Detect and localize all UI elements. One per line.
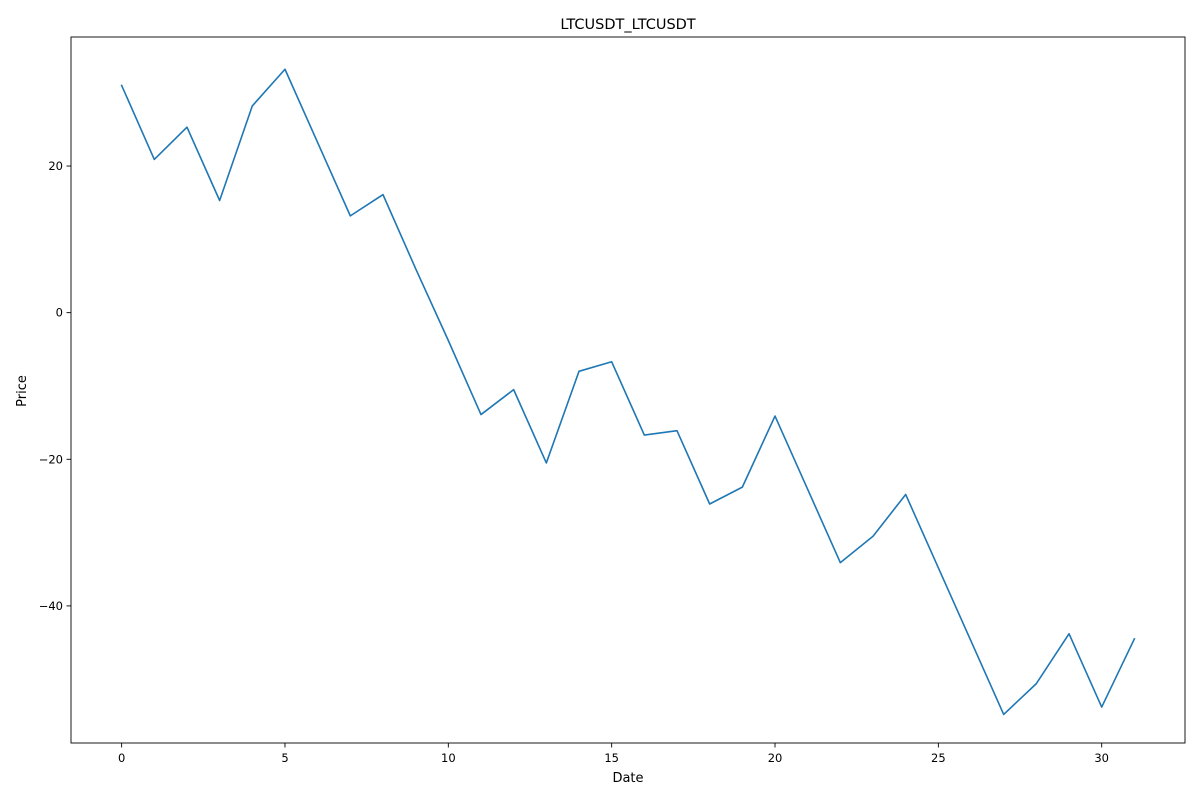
chart-title: LTCUSDT_LTCUSDT xyxy=(560,17,695,33)
y-tick-label: 20 xyxy=(48,159,63,173)
y-tick-label: 0 xyxy=(56,306,63,320)
x-axis-label: Date xyxy=(612,771,643,786)
y-axis-label: Price xyxy=(15,375,30,407)
x-tick-label: 30 xyxy=(1094,751,1109,765)
x-tick-label: 15 xyxy=(604,751,619,765)
y-tick-label: −20 xyxy=(39,452,63,466)
x-tick-label: 10 xyxy=(441,751,456,765)
plot-area: 0 5 10 15 20 25 30 −40 −20 0 20 xyxy=(39,36,1186,765)
x-tick-label: 0 xyxy=(118,751,125,765)
x-tick-label: 25 xyxy=(931,751,946,765)
x-tick-label: 20 xyxy=(768,751,783,765)
x-tick-label: 5 xyxy=(281,751,288,765)
series-line-0 xyxy=(120,68,1136,716)
axes-frame xyxy=(70,36,1186,744)
y-tick-label: −40 xyxy=(39,599,63,613)
